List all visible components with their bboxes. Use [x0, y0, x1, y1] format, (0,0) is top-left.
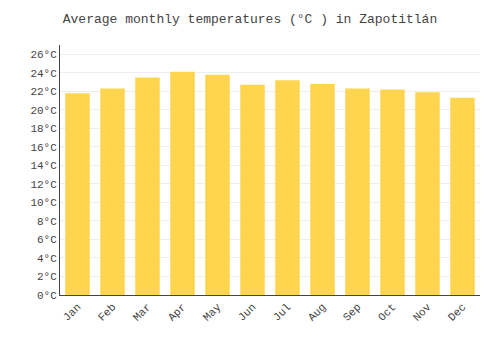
svg-text:Sep: Sep: [341, 301, 363, 323]
svg-text:4°C: 4°C: [37, 253, 57, 265]
svg-text:Feb: Feb: [96, 301, 118, 323]
svg-text:24°C: 24°C: [30, 68, 57, 80]
svg-text:Oct: Oct: [376, 301, 398, 323]
svg-text:Dec: Dec: [446, 301, 468, 323]
svg-text:Apr: Apr: [166, 301, 188, 323]
svg-text:18°C: 18°C: [30, 123, 57, 135]
svg-text:Average monthly temperatures (: Average monthly temperatures (°C ) in Za…: [63, 12, 437, 27]
svg-text:Aug: Aug: [306, 301, 328, 323]
svg-text:6°C: 6°C: [37, 234, 57, 246]
svg-text:May: May: [201, 301, 224, 324]
svg-text:Jun: Jun: [236, 301, 258, 323]
svg-text:14°C: 14°C: [30, 160, 57, 172]
svg-text:22°C: 22°C: [30, 86, 57, 98]
svg-text:Jan: Jan: [61, 301, 83, 323]
svg-text:20°C: 20°C: [30, 105, 57, 117]
svg-text:8°C: 8°C: [37, 216, 57, 228]
svg-text:10°C: 10°C: [30, 197, 57, 209]
svg-text:12°C: 12°C: [30, 179, 57, 191]
svg-text:Jul: Jul: [271, 301, 293, 323]
svg-text:Nov: Nov: [411, 301, 434, 324]
svg-text:2°C: 2°C: [37, 271, 57, 283]
svg-text:0°C: 0°C: [37, 290, 57, 302]
svg-text:16°C: 16°C: [30, 142, 57, 154]
svg-text:26°C: 26°C: [30, 49, 57, 61]
svg-text:Mar: Mar: [131, 301, 153, 323]
